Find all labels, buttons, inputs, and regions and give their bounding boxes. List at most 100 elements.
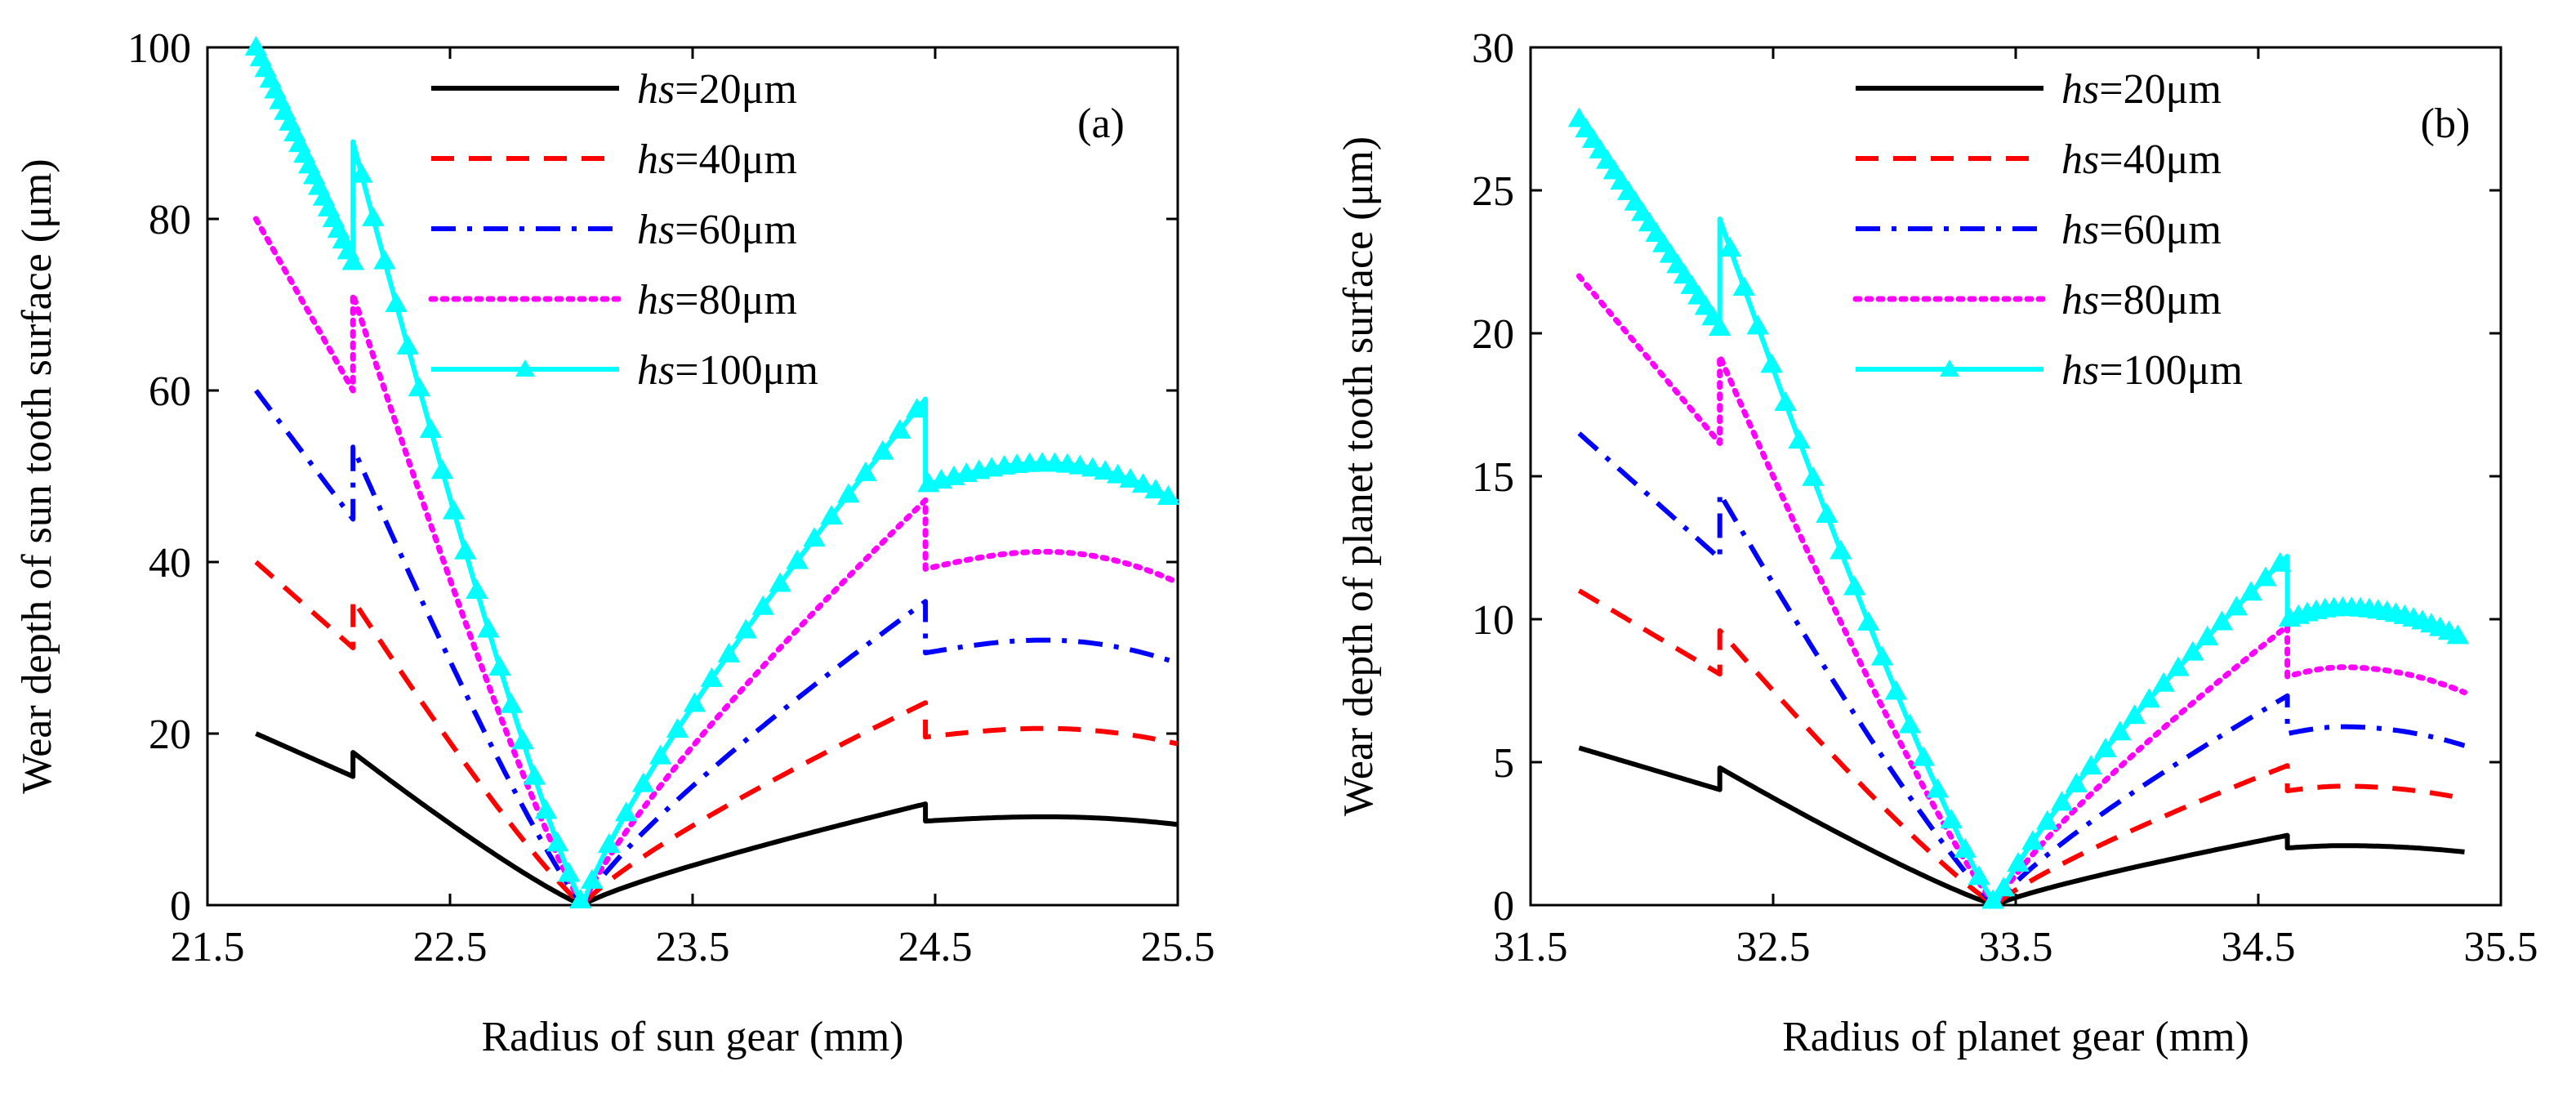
series-marker-triangle xyxy=(1968,865,1990,886)
y-tick-label: 20 xyxy=(1472,311,1514,358)
x-tick-label: 33.5 xyxy=(1979,924,2053,970)
series-marker-triangle xyxy=(854,461,877,481)
x-tick-label: 24.5 xyxy=(898,924,973,970)
series-marker-triangle xyxy=(373,249,396,270)
series-marker-triangle xyxy=(350,163,373,183)
x-tick-label: 35.5 xyxy=(2464,924,2538,970)
series-marker-triangle xyxy=(1732,275,1756,296)
series-marker-triangle xyxy=(2167,656,2190,676)
legend-label-20: hs=20μm xyxy=(2061,66,2222,113)
series-marker-triangle xyxy=(466,578,488,600)
series-marker-triangle xyxy=(442,499,466,520)
series-marker-triangle xyxy=(1718,237,1742,257)
series-marker-triangle xyxy=(1774,391,1797,412)
series-marker-triangle xyxy=(2123,704,2146,725)
legend-label-100: hs=100μm xyxy=(637,347,818,394)
x-tick-label: 32.5 xyxy=(1736,924,1811,970)
y-tick-label: 15 xyxy=(1472,454,1514,501)
x-axis-label: Radius of planet gear (mm) xyxy=(1782,1014,2249,1060)
x-tick-label: 21.5 xyxy=(171,924,245,970)
legend-label-40: hs=40μm xyxy=(637,136,797,183)
series-marker-triangle xyxy=(511,729,535,750)
series-line-40 xyxy=(254,560,1179,908)
series-marker-triangle xyxy=(803,527,826,547)
series-marker-triangle xyxy=(2035,810,2059,830)
legend-label-60: hs=60μm xyxy=(2061,207,2222,253)
series-marker-triangle xyxy=(1157,485,1180,506)
series-marker-triangle xyxy=(419,417,443,438)
y-tick-label: 60 xyxy=(149,368,191,415)
series-marker-triangle xyxy=(648,744,672,765)
series-marker-triangle xyxy=(1926,778,1950,798)
series-marker-triangle xyxy=(1829,539,1852,560)
legend-label-20: hs=20μm xyxy=(637,66,797,113)
y-tick-label: 80 xyxy=(149,197,191,243)
series-marker-triangle xyxy=(1094,460,1116,480)
series-marker-triangle xyxy=(408,377,431,397)
series-marker-triangle xyxy=(2195,625,2219,645)
series-marker-triangle xyxy=(769,572,791,592)
series-line-20 xyxy=(1578,745,2465,908)
x-tick-label: 22.5 xyxy=(413,924,488,970)
series-marker-triangle xyxy=(1081,457,1104,477)
chart-panel-b: 31.5 32.5 33.5 34.5 35.5 0 5 10 15 20 25 30 Radius o… xyxy=(1335,25,2538,1060)
series-marker-triangle xyxy=(631,772,655,792)
series-line-20 xyxy=(254,731,1179,908)
series-marker-triangle xyxy=(477,618,500,638)
series-marker-triangle xyxy=(385,292,408,313)
series-marker-triangle xyxy=(1843,575,1866,596)
series-marker-triangle xyxy=(523,765,546,785)
series-marker-triangle xyxy=(2152,671,2175,692)
series-marker-triangle xyxy=(2137,688,2161,708)
series-marker-triangle xyxy=(396,334,419,355)
x-tick-label: 34.5 xyxy=(2222,924,2296,970)
series-marker-triangle xyxy=(1981,889,2004,909)
series-marker-triangle xyxy=(581,868,604,889)
series-marker-triangle xyxy=(1746,315,1769,335)
series-marker-triangle xyxy=(1898,713,1922,734)
series-marker-triangle xyxy=(2254,566,2277,587)
legend-label-80: hs=80μm xyxy=(2061,277,2222,323)
series-marker-triangle xyxy=(2079,755,2102,775)
series-marker-triangle xyxy=(905,398,929,418)
series-marker-triangle xyxy=(500,693,523,713)
x-tick-label: 31.5 xyxy=(1494,924,1568,970)
series-marker-triangle xyxy=(614,801,638,822)
legend-marker-triangle xyxy=(515,359,535,377)
series-marker-triangle xyxy=(700,667,724,687)
y-tick-label: 20 xyxy=(149,712,191,758)
series-marker-triangle xyxy=(2108,721,2132,741)
series-marker-triangle xyxy=(2065,772,2088,792)
y-tick-label: 5 xyxy=(1493,740,1514,787)
series-marker-triangle xyxy=(546,832,569,852)
series-marker-triangle xyxy=(1144,479,1167,499)
y-tick-label: 10 xyxy=(1472,597,1514,644)
series-marker-triangle xyxy=(2007,851,2030,872)
x-tick-label: 23.5 xyxy=(656,924,730,970)
legend-label-40: hs=40μm xyxy=(2061,136,2222,183)
legend-label-80: hs=80μm xyxy=(637,277,797,323)
series-marker-triangle xyxy=(2182,640,2204,661)
series-marker-triangle xyxy=(2210,610,2234,631)
panel-label: (a) xyxy=(1077,100,1125,147)
series-marker-triangle xyxy=(1131,473,1155,493)
series-marker-triangle xyxy=(683,692,706,712)
legend-label-60: hs=60μm xyxy=(637,207,797,253)
series-marker-triangle xyxy=(820,505,843,525)
series-marker-triangle xyxy=(871,439,894,460)
series-marker-triangle xyxy=(569,888,592,908)
y-tick-label: 40 xyxy=(149,540,191,587)
series-marker-triangle xyxy=(1760,353,1783,373)
y-axis-label: Wear depth of planet tooth surface (μm) xyxy=(1335,136,1382,816)
y-tick-label: 25 xyxy=(1472,168,1514,215)
series-marker-triangle xyxy=(888,418,911,439)
x-tick-label: 25.5 xyxy=(1141,924,1215,970)
y-tick-label: 0 xyxy=(1493,883,1514,930)
y-tick-label: 30 xyxy=(1472,25,1514,72)
series-marker-triangle xyxy=(1802,466,1825,486)
chart-panel-a: 21.5 22.5 23.5 24.5 25.5 0 20 40 60 80 100 Radius o… xyxy=(14,25,1215,1060)
series-marker-triangle xyxy=(341,250,364,270)
series-marker-triangle xyxy=(837,483,860,503)
series-marker-triangle xyxy=(1912,746,1936,766)
x-axis-label: Radius of sun gear (mm) xyxy=(481,1014,903,1060)
